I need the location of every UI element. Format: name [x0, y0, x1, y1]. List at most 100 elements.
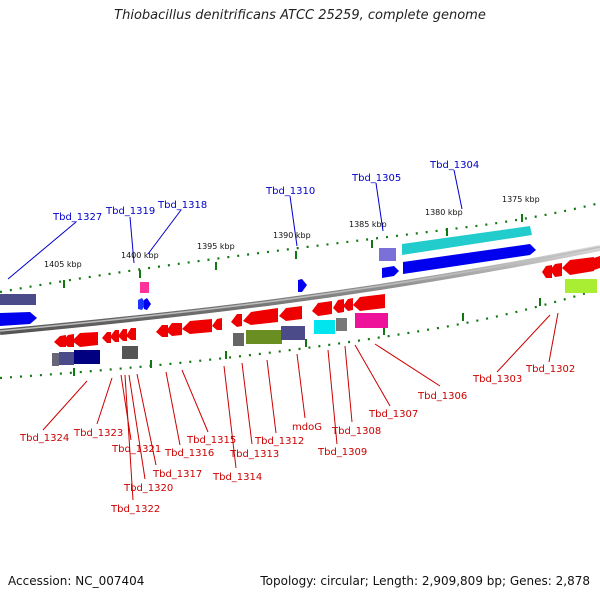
gene-label-tbd-1305[interactable]: Tbd_1305: [351, 173, 401, 184]
gene-arrow[interactable]: [126, 328, 136, 340]
gene-label-tbd-1315[interactable]: Tbd_1315: [186, 435, 236, 446]
gene-label-tbd-1307[interactable]: Tbd_1307: [368, 409, 418, 420]
gene-arrow[interactable]: [102, 332, 111, 343]
gene-arrow[interactable]: [110, 330, 119, 342]
genome-summary: Topology: circular; Length: 2,909,809 bp…: [260, 574, 590, 588]
gene-box[interactable]: [74, 350, 100, 364]
leader-line: [124, 374, 134, 501]
gene-box[interactable]: [246, 330, 282, 344]
gene-arrow[interactable]: [298, 279, 307, 292]
gene-box[interactable]: [355, 313, 388, 328]
gene-label-tbd-1318[interactable]: Tbd_1318: [157, 200, 207, 211]
gene-arrow[interactable]: [382, 266, 399, 278]
blue-leaders: [7, 169, 463, 280]
gene-arrow[interactable]: [0, 312, 37, 326]
leader-line: [344, 345, 353, 423]
gene-arrow[interactable]: [118, 329, 127, 341]
accession-info: Accession: NC_007404: [8, 574, 145, 588]
gene-box[interactable]: [565, 279, 597, 293]
gene-arrow[interactable]: [594, 256, 600, 270]
leader-line: [129, 216, 135, 264]
gene-label-tbd-1303[interactable]: Tbd_1303: [472, 374, 522, 385]
gene-box[interactable]: [281, 326, 305, 340]
leader-line: [136, 373, 157, 466]
tick-label: 1385 kbp: [349, 220, 387, 229]
gene-label-tbd-1302[interactable]: Tbd_1302: [525, 364, 575, 375]
leader-line: [181, 369, 209, 433]
gene-label-tbd-1319[interactable]: Tbd_1319: [105, 206, 155, 217]
gene-label-mdog[interactable]: mdoG: [292, 422, 322, 433]
genome-title: Thiobacillus denitrificans ATCC 25259, c…: [114, 8, 486, 23]
leader-line: [165, 371, 181, 446]
leader-line: [453, 169, 463, 210]
gene-arrow[interactable]: [550, 263, 562, 277]
gene-label-tbd-1312[interactable]: Tbd_1312: [254, 436, 304, 447]
leader-line: [374, 343, 441, 387]
gene-box[interactable]: [140, 282, 149, 293]
tick-label: 1400 kbp: [121, 251, 159, 260]
gene-label-tbd-1322[interactable]: Tbd_1322: [110, 504, 160, 515]
gene-arrow[interactable]: [166, 323, 182, 336]
leader-line: [147, 209, 182, 255]
gene-arrow[interactable]: [333, 299, 344, 313]
gene-arrow[interactable]: [62, 334, 74, 347]
gene-box[interactable]: [314, 320, 335, 334]
gene-arrow[interactable]: [144, 298, 151, 310]
gene-label-tbd-1324[interactable]: Tbd_1324: [19, 433, 69, 444]
gene-arrow[interactable]: [156, 325, 168, 337]
tick-label: 1380 kbp: [425, 208, 463, 217]
gene-label-tbd-1320[interactable]: Tbd_1320: [123, 483, 173, 494]
gene-arrow[interactable]: [353, 294, 385, 311]
reverse-strand-genes: [52, 294, 388, 366]
gene-arrow[interactable]: [403, 244, 536, 274]
leader-line: [120, 374, 132, 441]
gene-arrow[interactable]: [542, 265, 552, 278]
gene-box[interactable]: [233, 333, 244, 346]
gene-arrow[interactable]: [212, 318, 222, 330]
gene-arrow[interactable]: [231, 314, 242, 327]
gene-arrow[interactable]: [312, 301, 332, 316]
gene-arrow[interactable]: [402, 226, 532, 255]
gene-box[interactable]: [52, 353, 59, 366]
reverse-strand-upper-genes: [542, 256, 600, 293]
leader-line: [548, 312, 559, 363]
gene-box[interactable]: [0, 294, 36, 305]
gene-label-tbd-1327[interactable]: Tbd_1327: [52, 212, 102, 223]
gene-label-tbd-1308[interactable]: Tbd_1308: [331, 426, 381, 437]
tick-label: 1375 kbp: [502, 195, 540, 204]
inner-tick-track: [0, 287, 600, 380]
leader-line: [354, 344, 391, 407]
gene-box[interactable]: [379, 248, 396, 261]
gene-label-tbd-1304[interactable]: Tbd_1304: [429, 160, 479, 171]
gene-arrow[interactable]: [343, 298, 353, 311]
gene-label-tbd-1323[interactable]: Tbd_1323: [73, 428, 123, 439]
tick-label: 1390 kbp: [273, 231, 311, 240]
gene-label-tbd-1313[interactable]: Tbd_1313: [229, 449, 279, 460]
leader-line: [128, 374, 146, 480]
leader-line: [496, 314, 551, 373]
gene-label-tbd-1317[interactable]: Tbd_1317: [152, 469, 202, 480]
gene-arrow[interactable]: [72, 332, 98, 347]
gene-label-tbd-1321[interactable]: Tbd_1321: [111, 444, 161, 455]
leader-line: [289, 195, 298, 247]
leader-line: [327, 349, 338, 445]
gene-box[interactable]: [59, 352, 74, 365]
leader-line: [375, 182, 384, 232]
leader-line: [241, 362, 253, 445]
gene-label-tbd-1310[interactable]: Tbd_1310: [265, 186, 315, 197]
gene-label-tbd-1306[interactable]: Tbd_1306: [417, 391, 467, 402]
gene-label-tbd-1316[interactable]: Tbd_1316: [164, 448, 214, 459]
gene-label-tbd-1309[interactable]: Tbd_1309: [317, 447, 367, 458]
leader-line: [223, 365, 237, 469]
gene-box[interactable]: [336, 318, 347, 331]
gene-arrow[interactable]: [279, 306, 302, 321]
gene-box[interactable]: [122, 346, 138, 359]
forward-strand-genes: [0, 226, 536, 326]
gene-label-tbd-1314[interactable]: Tbd_1314: [212, 472, 262, 483]
gene-arrow[interactable]: [54, 335, 66, 347]
tick-label: 1395 kbp: [197, 242, 235, 251]
gene-arrow[interactable]: [562, 257, 594, 275]
gene-arrow[interactable]: [243, 308, 278, 325]
gene-arrow[interactable]: [182, 319, 212, 334]
